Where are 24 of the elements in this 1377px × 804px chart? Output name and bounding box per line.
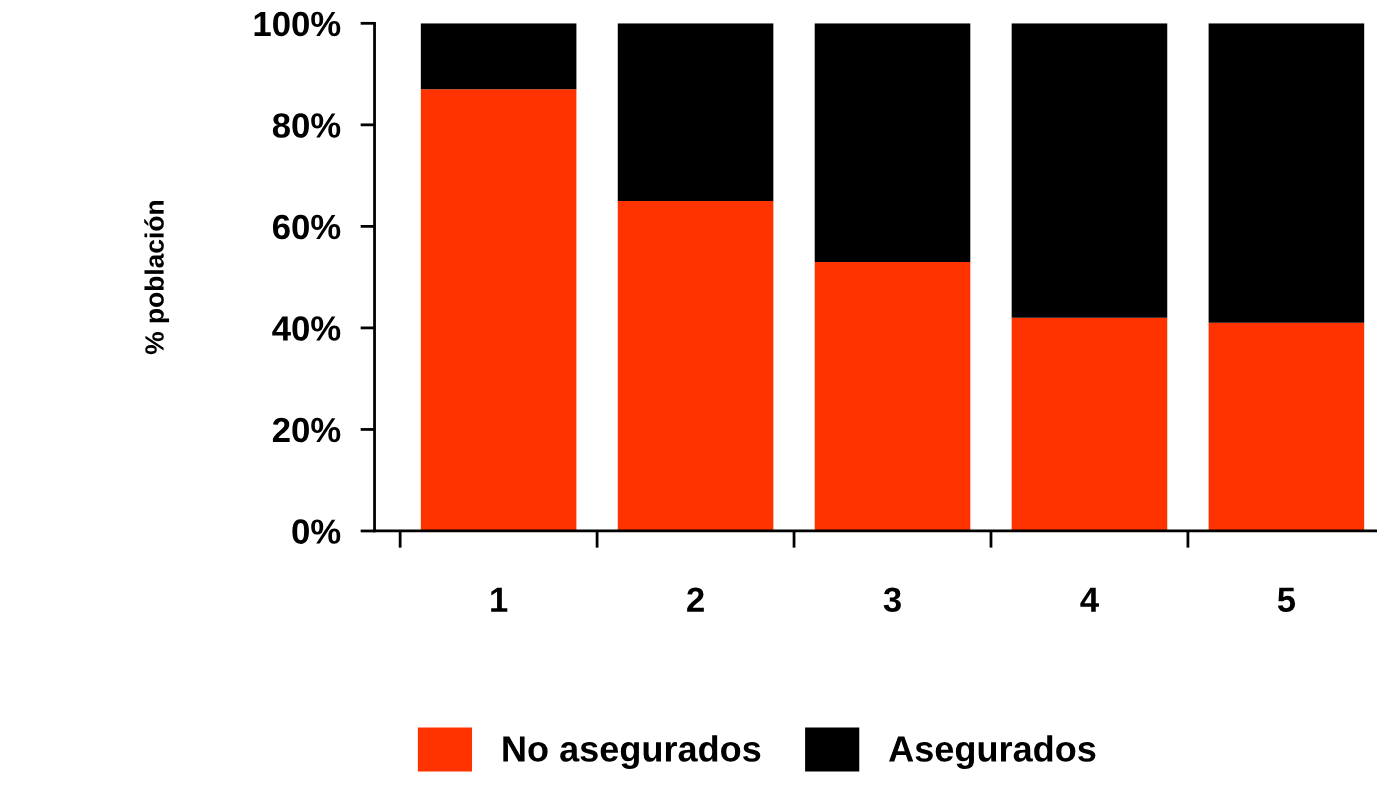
- legend-label: No asegurados: [503, 735, 761, 770]
- y-tick-label: 0%: [292, 519, 341, 544]
- bar: [617, 200, 774, 531]
- x-tick-label: 1: [491, 587, 508, 612]
- y-tick-label: 40%: [272, 316, 341, 341]
- y-tick-label: 20%: [272, 417, 341, 443]
- bar: [420, 23, 577, 90]
- y-tick-label: 60%: [272, 214, 341, 240]
- x-tick-label: 3: [883, 587, 901, 613]
- bar: [814, 23, 971, 262]
- bar: [617, 23, 774, 201]
- x-tick-label: 4: [1080, 587, 1099, 612]
- bar: [1208, 23, 1365, 323]
- y-tick-label: 80%: [272, 113, 341, 138]
- bar: [814, 261, 971, 531]
- bar: [420, 89, 577, 531]
- bar: [1208, 322, 1365, 531]
- x-tick-label: 5: [1277, 587, 1296, 613]
- legend-label: Asegurados: [889, 735, 1096, 770]
- bar: [1011, 23, 1168, 318]
- y-tick-label: 100%: [254, 11, 341, 37]
- x-tick-label: 2: [687, 587, 704, 612]
- bar: [1011, 317, 1168, 531]
- y-axis-title: % población: [144, 201, 170, 355]
